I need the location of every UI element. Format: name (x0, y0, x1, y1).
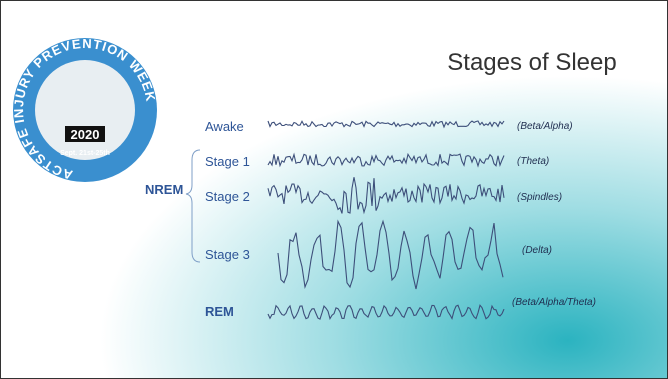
group-label: NREM (145, 182, 183, 197)
stage-label: REM (205, 304, 234, 319)
stage-label: Stage 1 (205, 154, 250, 169)
logo-year: 2020 (71, 127, 100, 142)
title: Stages of Sleep (447, 49, 616, 76)
wave-label: (Beta/Alpha) (517, 121, 573, 132)
wave-label: (Beta/Alpha/Theta) (512, 297, 596, 308)
logo-center (35, 60, 135, 160)
wave-label: (Delta) (522, 245, 552, 256)
wave-label: (Spindles) (517, 192, 562, 203)
wave-label: (Theta) (517, 156, 549, 167)
logo-dates: Sept. 21st-25th (60, 150, 110, 157)
stage-label: Stage 2 (205, 189, 250, 204)
slide: ACTSAFE INJURY PREVENTION WEEK 2020 Sept… (0, 0, 668, 379)
stage-label: Stage 3 (205, 247, 250, 262)
stage-label: Awake (205, 119, 244, 134)
